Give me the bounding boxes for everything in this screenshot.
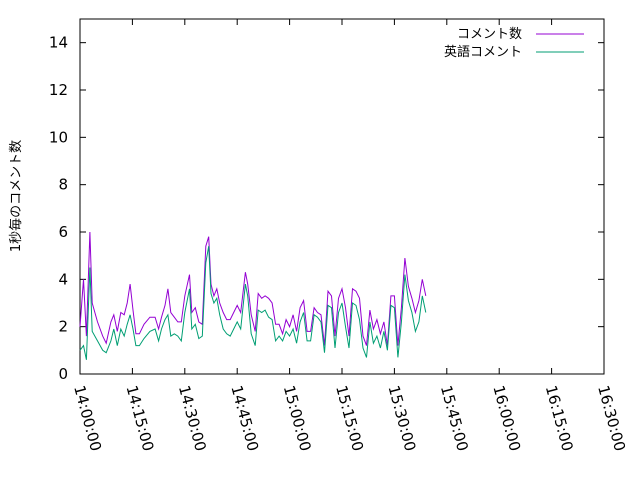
y-tick-label: 10 bbox=[49, 128, 68, 146]
series-lines bbox=[79, 231, 427, 360]
x-tick-label: 15:00:00 bbox=[280, 383, 315, 453]
legend-label: コメント数 bbox=[457, 27, 522, 42]
x-tick-label: 16:15:00 bbox=[542, 383, 577, 453]
legend-label: 英語コメント bbox=[444, 44, 522, 60]
x-tick-label: 16:30:00 bbox=[594, 383, 629, 453]
x-tick-label: 15:30:00 bbox=[385, 383, 420, 453]
y-tick-label: 4 bbox=[58, 270, 68, 288]
x-tick-label: 15:15:00 bbox=[332, 383, 367, 453]
y-tick-label: 2 bbox=[58, 318, 68, 336]
y-tick-label: 14 bbox=[49, 34, 68, 52]
y-tick-label: 6 bbox=[58, 223, 68, 241]
x-tick-label: 14:15:00 bbox=[123, 383, 158, 453]
series-line-1 bbox=[79, 231, 427, 346]
y-tick-label: 12 bbox=[49, 81, 68, 99]
y-axis-label: 1秒毎のコメント数 bbox=[8, 140, 24, 252]
series-line-2 bbox=[79, 246, 427, 360]
plot-frame bbox=[79, 18, 605, 375]
x-tick-label: 14:00:00 bbox=[70, 383, 105, 453]
x-tick-label: 15:45:00 bbox=[437, 383, 472, 453]
x-tick-label: 16:00:00 bbox=[489, 383, 524, 453]
x-tick-label: 14:45:00 bbox=[227, 383, 262, 453]
x-axis: 14:00:00 14:15:00 14:30:00 14:45:00 15:00:00… bbox=[70, 19, 629, 453]
y-tick-label: 8 bbox=[58, 176, 68, 194]
y-axis: 0 2 4 6 8 10 12 14 bbox=[49, 34, 604, 383]
y-tick-label: 0 bbox=[58, 365, 68, 383]
x-tick-label: 14:30:00 bbox=[175, 383, 210, 453]
